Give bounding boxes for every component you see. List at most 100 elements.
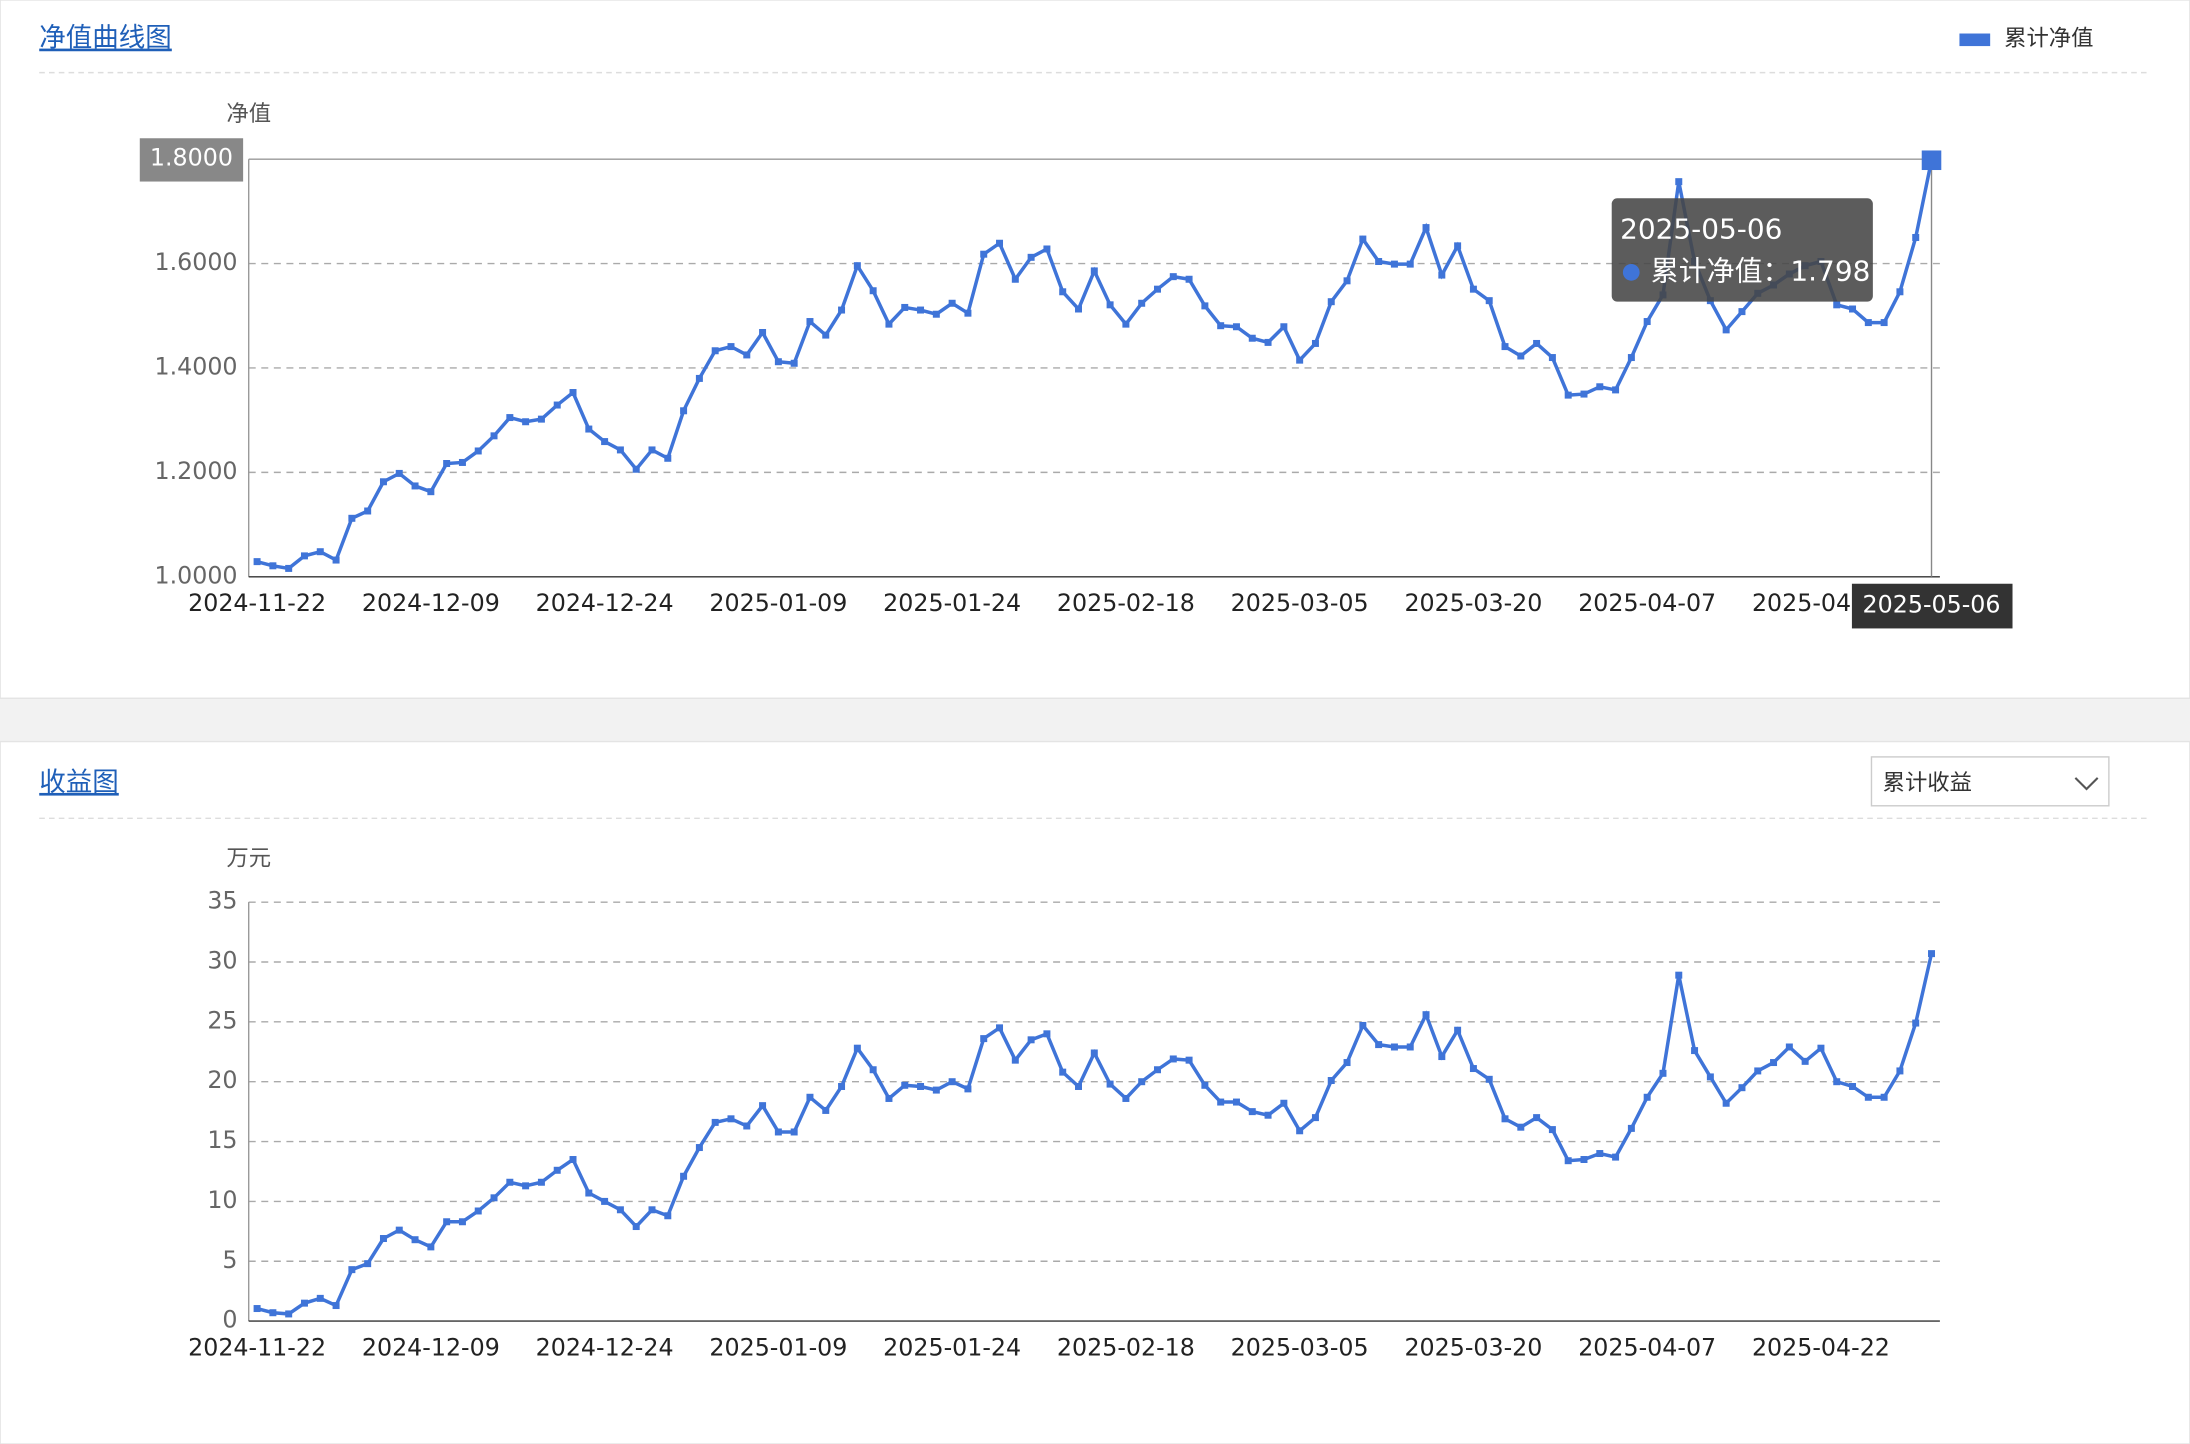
point [1833,301,1841,309]
point [743,1122,751,1130]
y-tick-label: 10 [207,1186,237,1214]
point [601,1197,609,1205]
panel [0,0,2190,699]
point [537,415,545,423]
point [1011,275,1019,283]
point [1849,1083,1857,1090]
point [300,1299,308,1307]
point [806,318,814,326]
point [1390,1043,1398,1051]
point [932,310,940,318]
point [1706,1073,1714,1081]
point [885,320,893,328]
point [1106,301,1114,309]
point [1280,1099,1288,1107]
point [411,1236,419,1244]
point [300,552,308,560]
point [474,447,482,455]
point [664,454,672,462]
point [1517,352,1525,360]
point [1928,950,1936,958]
point [1533,339,1541,347]
dropdown-box[interactable] [1870,756,2110,807]
x-tick-label: 2025-03-20 [1404,589,1542,617]
y-tick-label: 1.0000 [154,561,237,589]
point [253,1305,261,1313]
point [1359,1021,1367,1029]
point [711,347,719,355]
point [806,1093,814,1101]
point [1596,1150,1604,1158]
point [443,1218,451,1226]
point [632,465,640,473]
point [1612,386,1620,394]
point [822,1106,830,1114]
point [1564,1157,1572,1165]
point [790,359,798,367]
point [348,1266,356,1274]
point [285,1310,293,1318]
point [1738,1084,1746,1092]
x-tick-label: 2025-03-05 [1231,589,1369,617]
point [1627,354,1635,362]
point [253,558,261,566]
point [1880,319,1888,327]
point [1059,288,1067,296]
point [316,1294,324,1302]
point [1864,319,1872,327]
point [1880,1093,1888,1101]
point [964,1085,972,1093]
point [1722,326,1730,334]
y-tick-label: 30 [207,947,237,975]
point [616,446,624,454]
dropdown-label[interactable]: 累计收益 [1883,770,1972,796]
point [332,556,340,564]
point [727,1115,735,1123]
point [1896,288,1904,296]
point [1359,235,1367,243]
point [269,562,277,570]
point [411,482,419,490]
point [1422,224,1430,232]
point [1248,1108,1256,1116]
point [1580,390,1588,398]
point [917,306,925,314]
point [901,303,909,311]
point [506,1178,514,1186]
point [932,1086,940,1094]
x-tick-label: 2025-04-07 [1578,589,1716,617]
point [522,1182,530,1190]
point [1675,178,1683,186]
point [1296,1127,1304,1135]
x-tick-label: 2024-11-22 [188,589,326,617]
point [1027,253,1035,261]
point [332,1302,340,1310]
legend-label[interactable]: 累计净值 [2004,26,2093,52]
tooltip-title: 2025-05-06 [1620,212,1782,245]
point [695,374,703,382]
point [1201,1081,1209,1089]
point [585,1189,593,1197]
legend-swatch [1959,33,1991,47]
point [743,351,751,359]
point [1185,275,1193,283]
point [585,425,593,433]
point [1469,285,1477,293]
tooltip-text: 累计净值：1.798 [1651,254,1871,287]
panel-title[interactable]: 净值曲线图 [39,23,172,54]
point [1738,308,1746,316]
point [996,239,1004,247]
point [553,401,561,409]
point [632,1223,640,1231]
point [1343,277,1351,285]
point [695,1144,703,1152]
point [379,478,387,486]
point [537,1178,545,1186]
point [1770,1059,1778,1067]
panel-title[interactable]: 收益图 [39,767,119,798]
point [680,1172,688,1180]
dropdown[interactable]: 累计收益 [1870,756,2110,807]
point [506,414,514,422]
point [1375,258,1383,265]
y-tick-label: 1.4000 [154,352,237,380]
